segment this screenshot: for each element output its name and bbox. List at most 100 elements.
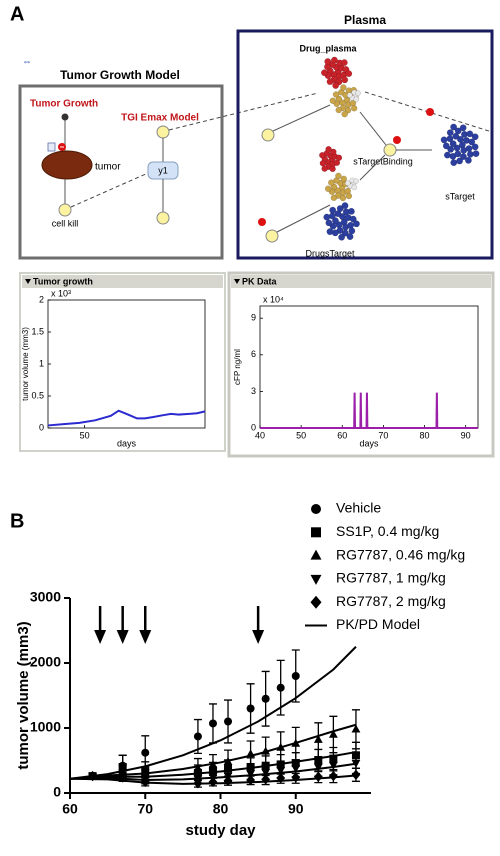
marker: [276, 767, 286, 776]
y-tick-label: 3000: [30, 589, 61, 605]
marker: [141, 748, 150, 757]
marker: [328, 770, 338, 782]
y-tick-label: 3: [251, 386, 256, 396]
marker: [246, 770, 255, 779]
label: sTargetBinding: [353, 156, 413, 166]
protein-blob: [328, 179, 335, 186]
protein-blob: [442, 142, 450, 150]
x-tick-label: 50: [296, 430, 306, 440]
legend-marker: [311, 527, 321, 538]
pk-panel: PK Data: [227, 271, 495, 458]
protein-blob: [345, 192, 353, 200]
plasma-box: [236, 29, 494, 260]
axis-multiplier: x 10³: [51, 288, 71, 298]
y-tick-label: 6: [251, 349, 256, 359]
link-icon: ⇔: [22, 57, 32, 68]
marker: [351, 759, 361, 768]
marker: [246, 774, 255, 786]
label: Drug_plasma: [299, 43, 357, 53]
dose-arrow-head: [116, 630, 129, 644]
protein-blob: [346, 233, 354, 241]
protein-blob: [466, 150, 474, 158]
protein-blob: [332, 91, 340, 98]
label: Tumor Growth: [30, 99, 98, 110]
protein-blob: [321, 165, 328, 172]
connector: [359, 111, 387, 146]
dashed-link: [70, 172, 149, 208]
collapse-icon: [234, 279, 240, 284]
protein-blob: [341, 110, 348, 118]
y-axis-label: tumor volume (mm3): [21, 327, 30, 401]
marker: [208, 760, 218, 769]
marker: [88, 770, 97, 782]
protein-blob: [454, 127, 462, 135]
legend-label: SS1P, 0.4 mg/kg: [336, 523, 439, 539]
marker: [208, 719, 217, 728]
x-tick-label: 90: [288, 801, 304, 817]
x-tick-label: 60: [62, 801, 78, 817]
dose-arrow-head: [139, 630, 152, 644]
marker: [246, 749, 255, 758]
protein-blob: [326, 228, 334, 236]
protein-blob: [335, 106, 343, 114]
legend-marker: [310, 574, 322, 585]
protein-blob: [330, 148, 337, 156]
protein-blob: [346, 92, 353, 99]
x-axis-label: days: [117, 438, 137, 448]
panel-title: PK Data: [242, 276, 278, 286]
axis-multiplier: x 10⁴: [263, 294, 284, 304]
marker: [208, 776, 218, 788]
marker: [118, 772, 128, 783]
icon: [258, 218, 266, 226]
protein-blob: [459, 124, 467, 132]
y-tick-label: 0: [39, 422, 44, 432]
protein-blob: [341, 202, 349, 210]
dose-arrow-head: [94, 630, 107, 644]
protein-blob: [329, 165, 336, 173]
protein-blob: [472, 150, 480, 158]
marker: [223, 775, 233, 786]
marker: [193, 763, 203, 772]
box-title: Tumor Growth Model: [60, 68, 180, 82]
protein-blob: [464, 156, 472, 164]
marker: [276, 742, 286, 751]
protein-blob: [325, 219, 333, 227]
protein-blob: [329, 206, 337, 214]
marker: [313, 763, 323, 772]
protein-blob: [348, 227, 356, 235]
protein-blob: [471, 143, 479, 151]
protein-blob: [338, 233, 346, 241]
panel-header: [22, 275, 223, 288]
protein-blob: [468, 138, 476, 146]
legend-marker: [310, 595, 322, 609]
x-tick-label: 50: [80, 430, 90, 440]
model-diagram: ⇔ Tumor Growth Model Tumor Growth tumor …: [18, 13, 494, 260]
marker: [328, 761, 338, 770]
marker: [291, 765, 301, 774]
protein-blob: [331, 217, 339, 225]
x-tick-label: 90: [461, 430, 471, 440]
protein-blob: [344, 180, 351, 187]
protein-blob: [341, 76, 349, 84]
protein-blob: [466, 130, 474, 138]
marker: [276, 683, 285, 692]
marker: [223, 757, 233, 765]
connector: [359, 154, 386, 181]
protein-blob: [450, 123, 458, 131]
protein-blob: [456, 157, 464, 165]
marker: [313, 771, 323, 782]
panel-header: [231, 275, 491, 288]
marker: [140, 776, 150, 788]
data-line: [47, 409, 206, 427]
node: [58, 203, 72, 217]
protein-blob: [325, 146, 332, 153]
tumor-growth-panel: Tumor growth: [19, 272, 226, 452]
marker: [276, 772, 286, 784]
protein-blob: [340, 59, 348, 67]
panel-title: Tumor growth: [33, 276, 93, 286]
y-axis-label: cFP ng/ml: [233, 349, 242, 385]
label: sTarget: [445, 191, 475, 201]
protein-blob: [347, 207, 355, 215]
node: [383, 143, 397, 157]
protein-blob: [459, 153, 467, 161]
